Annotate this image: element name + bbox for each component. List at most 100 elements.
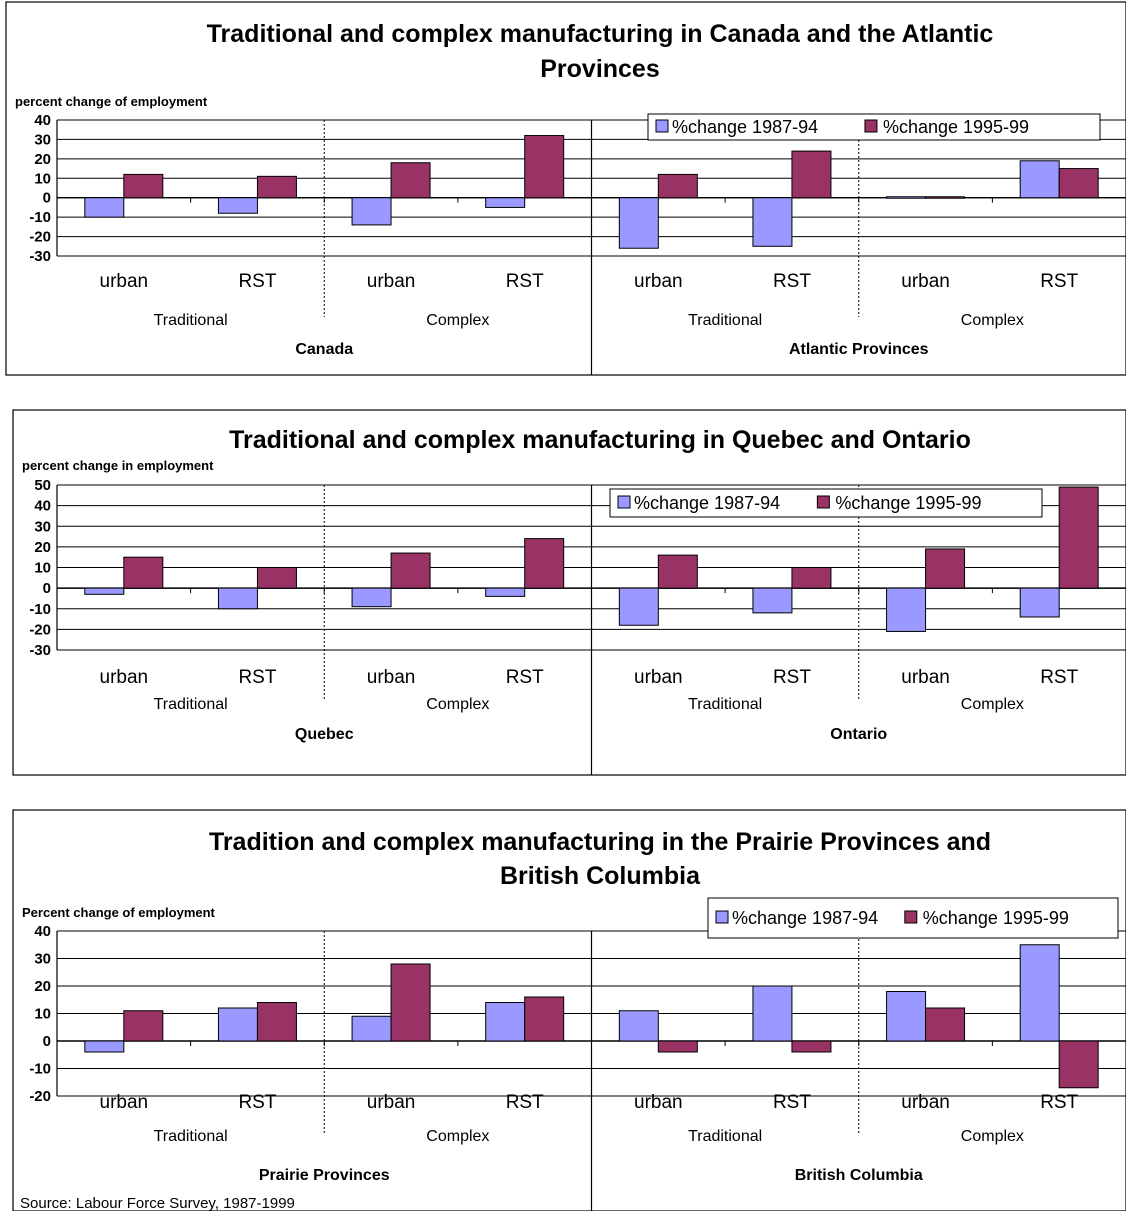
- bar-1987-94: [886, 196, 927, 199]
- category-label: RST: [506, 271, 544, 292]
- bar-1995-99: [657, 173, 698, 199]
- bar-1987-94: [485, 587, 526, 597]
- category-label: urban: [901, 1092, 950, 1113]
- y-axis-label: Percent change of employment: [22, 905, 216, 920]
- bar-1995-99: [524, 996, 565, 1042]
- legend-swatch-1995-99: [864, 119, 878, 133]
- category-label: RST: [238, 667, 276, 688]
- bar-1987-94: [84, 197, 125, 218]
- bar-1987-94: [351, 1015, 392, 1042]
- region-label: Atlantic Provinces: [789, 341, 929, 358]
- category-label: urban: [634, 667, 683, 688]
- y-axis-label: percent change in employment: [22, 458, 214, 473]
- bar-1987-94: [618, 587, 659, 626]
- chart-2: Traditional and complex manufacturing in…: [12, 409, 1126, 776]
- chart-frame: [12, 409, 1126, 776]
- y-tick-label: 0: [43, 190, 51, 207]
- legend-label-1987-94: %change 1987-94: [672, 117, 818, 137]
- category-label: urban: [100, 271, 149, 292]
- bar-1987-94: [84, 1040, 125, 1053]
- bar-1987-94: [84, 587, 125, 595]
- category-label: RST: [238, 271, 276, 292]
- y-tick-label: 30: [34, 518, 51, 535]
- bar-1987-94: [1019, 944, 1060, 1042]
- category-label: urban: [100, 1092, 149, 1113]
- bar-1995-99: [1058, 168, 1099, 199]
- y-tick-label: -20: [29, 621, 51, 638]
- y-tick-label: 10: [34, 1006, 51, 1023]
- group-label: Complex: [426, 1128, 489, 1145]
- group-label: Traditional: [154, 696, 228, 713]
- bar-1995-99: [524, 538, 565, 589]
- group-label: Complex: [961, 1128, 1024, 1145]
- y-tick-label: 30: [34, 951, 51, 968]
- category-label: urban: [367, 271, 416, 292]
- category-label: RST: [238, 1092, 276, 1113]
- group-label: Complex: [426, 696, 489, 713]
- bar-1987-94: [618, 197, 659, 249]
- category-label: urban: [634, 271, 683, 292]
- group-label: Complex: [426, 312, 489, 329]
- y-tick-label: 30: [34, 131, 51, 148]
- group-label: Traditional: [154, 312, 228, 329]
- bar-1995-99: [657, 554, 698, 589]
- legend-swatch-1987-94: [715, 910, 729, 924]
- bar-1995-99: [123, 556, 164, 589]
- legend: %change 1987-94 %change 1995-99: [609, 488, 1043, 518]
- bar-1995-99: [791, 150, 832, 199]
- y-tick-label: -10: [29, 1061, 51, 1078]
- chart-title: Tradition and complex manufacturing in t…: [209, 828, 991, 856]
- category-label: RST: [506, 1092, 544, 1113]
- group-label: Traditional: [154, 1128, 228, 1145]
- bar-1987-94: [752, 985, 793, 1042]
- group-label: Traditional: [688, 696, 762, 713]
- y-tick-label: 20: [34, 539, 51, 556]
- group-label: Traditional: [688, 1128, 762, 1145]
- bar-1995-99: [925, 196, 966, 199]
- bar-1987-94: [351, 197, 392, 226]
- legend-label-1995-99: %change 1995-99: [883, 117, 1029, 137]
- bar-1995-99: [1058, 486, 1099, 589]
- category-label: RST: [773, 667, 811, 688]
- category-label: RST: [506, 667, 544, 688]
- chart-1: Traditional and complex manufacturing in…: [5, 1, 1126, 376]
- bar-1995-99: [390, 963, 431, 1042]
- y-tick-label: 10: [34, 560, 51, 577]
- y-tick-label: 10: [34, 170, 51, 187]
- bar-1987-94: [752, 587, 793, 614]
- legend-swatch-1995-99: [904, 910, 918, 924]
- bar-1987-94: [886, 991, 927, 1042]
- y-tick-label: 20: [34, 978, 51, 995]
- bar-1987-94: [485, 1002, 526, 1042]
- region-label: British Columbia: [795, 1167, 923, 1184]
- chart-title: British Columbia: [500, 862, 701, 890]
- region-label: Ontario: [830, 726, 887, 743]
- y-tick-label: 0: [43, 1033, 51, 1050]
- bar-1995-99: [256, 175, 297, 199]
- chart-title: Traditional and complex manufacturing in…: [207, 20, 994, 48]
- source-note: Source: Labour Force Survey, 1987-1999: [20, 1195, 295, 1211]
- bar-1995-99: [1058, 1040, 1099, 1089]
- y-tick-label: 40: [34, 923, 51, 940]
- bar-1995-99: [123, 1010, 164, 1042]
- category-label: urban: [367, 667, 416, 688]
- bar-1987-94: [752, 197, 793, 247]
- chart-frame: [5, 1, 1126, 376]
- y-tick-label: -20: [29, 1088, 51, 1105]
- bar-1995-99: [390, 162, 431, 199]
- y-tick-label: 40: [34, 112, 51, 129]
- bar-1995-99: [123, 173, 164, 199]
- legend-label-1987-94: %change 1987-94: [634, 493, 780, 513]
- bar-1995-99: [657, 1040, 698, 1053]
- bar-1987-94: [217, 197, 258, 214]
- y-tick-label: 20: [34, 151, 51, 168]
- bar-1987-94: [1019, 160, 1060, 199]
- y-tick-label: -20: [29, 229, 51, 246]
- chart-3: Tradition and complex manufacturing in t…: [12, 809, 1126, 1211]
- group-label: Complex: [961, 312, 1024, 329]
- chart-title: Traditional and complex manufacturing in…: [229, 426, 971, 454]
- category-label: RST: [1040, 1092, 1078, 1113]
- category-label: RST: [1040, 271, 1078, 292]
- legend-label-1995-99: %change 1995-99: [835, 493, 981, 513]
- bar-1995-99: [524, 135, 565, 199]
